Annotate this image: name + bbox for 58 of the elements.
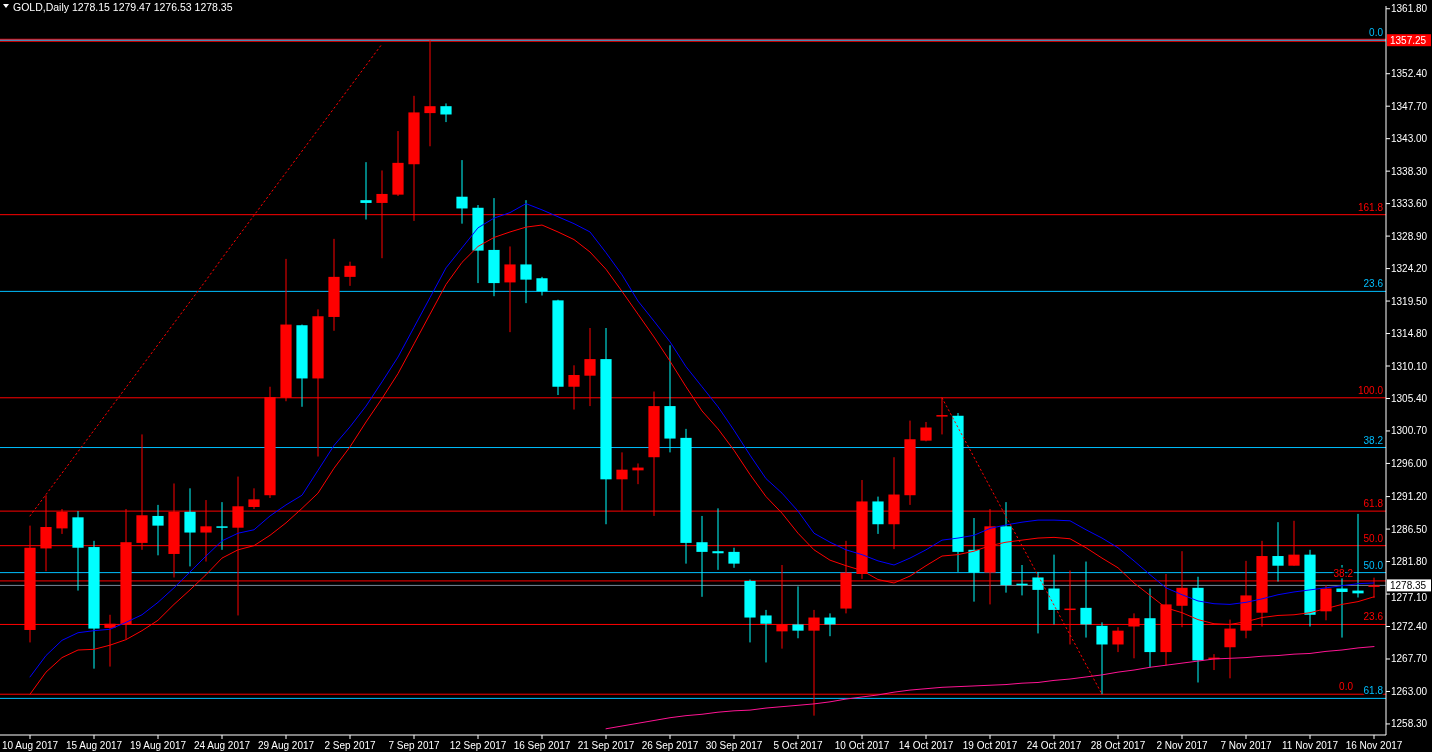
annotation: 0.0 — [1339, 681, 1354, 693]
y-tick-label: 1296.00 — [1391, 457, 1428, 469]
x-tick-label: 21 Sep 2017 — [577, 739, 635, 751]
x-tick-label: 10 Oct 2017 — [834, 739, 890, 751]
y-tick-label: 1272.40 — [1391, 621, 1428, 633]
y-tick-label: 1258.30 — [1391, 718, 1428, 730]
y-tick-label: 1347.70 — [1391, 100, 1428, 112]
x-tick-label: 11 Nov 2017 — [1282, 739, 1339, 751]
annotation: 161.8 — [1357, 201, 1384, 213]
x-tick-label: 19 Oct 2017 — [962, 739, 1018, 751]
annotation: 100.0 — [1357, 384, 1384, 396]
x-tick-label: 24 Oct 2017 — [1026, 739, 1082, 751]
x-tick-label: 2 Sep 2017 — [324, 739, 377, 751]
y-tick-label: 1361.80 — [1391, 3, 1428, 15]
x-tick-label: 24 Aug 2017 — [193, 739, 251, 751]
y-tick-label: 1278.35 — [1390, 579, 1427, 591]
x-tick-label: 15 Aug 2017 — [65, 739, 123, 751]
y-tick-label: 1263.00 — [1391, 685, 1428, 697]
x-tick-label: 7 Sep 2017 — [388, 739, 441, 751]
x-tick-label: 7 Nov 2017 — [1220, 739, 1273, 751]
y-tick-label: 1281.80 — [1391, 556, 1428, 568]
x-tick-label: 10 Aug 2017 — [1, 739, 59, 751]
y-tick-label: 1333.60 — [1391, 198, 1428, 210]
y-tick-label: 1328.90 — [1391, 230, 1428, 242]
chart-title: GOLD,Daily 1278.15 1279.47 1276.53 1278.35 — [13, 1, 233, 13]
x-tick-label: 26 Sep 2017 — [641, 739, 699, 751]
x-tick-label: 29 Aug 2017 — [257, 739, 315, 751]
annotation: 61.8 — [1363, 498, 1384, 510]
annotation: 23.6 — [1363, 278, 1384, 290]
y-tick-label: 1338.30 — [1391, 165, 1428, 177]
x-tick-label: 30 Sep 2017 — [705, 739, 763, 751]
y-tick-label: 1267.70 — [1391, 653, 1428, 665]
annotation: 50.0 — [1363, 559, 1384, 571]
x-tick-label: 16 Sep 2017 — [513, 739, 571, 751]
annotation: 38.2 — [1363, 434, 1384, 446]
y-tick-label: 1291.20 — [1391, 491, 1428, 503]
y-tick-label: 1305.40 — [1391, 392, 1428, 404]
x-tick-label: 5 Oct 2017 — [773, 739, 823, 751]
y-tick-label: 1314.80 — [1391, 328, 1428, 340]
x-tick-label: 19 Aug 2017 — [129, 739, 187, 751]
y-tick-label: 1357.25 — [1390, 34, 1427, 46]
y-tick-label: 1277.10 — [1391, 591, 1428, 603]
y-tick-label: 1300.70 — [1391, 425, 1428, 437]
y-tick-label: 1324.20 — [1391, 263, 1428, 275]
y-tick-label: 1319.50 — [1391, 295, 1428, 307]
annotation: 23.6 — [1363, 611, 1384, 623]
x-tick-label: 16 Nov 2017 — [1345, 739, 1403, 751]
x-tick-label: 14 Oct 2017 — [898, 739, 954, 751]
x-tick-label: 28 Oct 2017 — [1090, 739, 1146, 751]
y-tick-label: 1310.10 — [1391, 360, 1428, 372]
x-tick-label: 12 Sep 2017 — [449, 739, 507, 751]
y-tick-label: 1352.40 — [1391, 68, 1428, 80]
annotation: 0.0 — [1369, 27, 1384, 39]
y-tick-label: 1343.00 — [1391, 133, 1428, 145]
annotation: 50.0 — [1363, 532, 1384, 544]
annotation: 61.8 — [1363, 685, 1384, 697]
y-tick-label: 1286.50 — [1391, 523, 1428, 535]
x-tick-label: 2 Nov 2017 — [1156, 739, 1209, 751]
